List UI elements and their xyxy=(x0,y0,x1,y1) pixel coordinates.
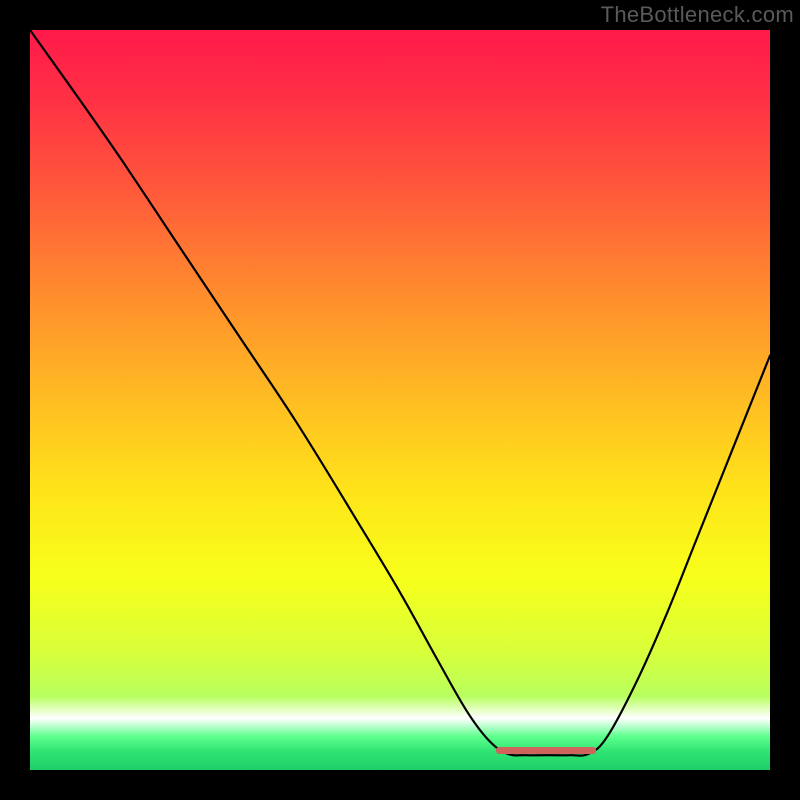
optimal-range-marker xyxy=(496,747,596,754)
chart-plot-area xyxy=(30,30,770,770)
bottleneck-curve xyxy=(30,30,770,770)
watermark-text: TheBottleneck.com xyxy=(601,2,794,28)
